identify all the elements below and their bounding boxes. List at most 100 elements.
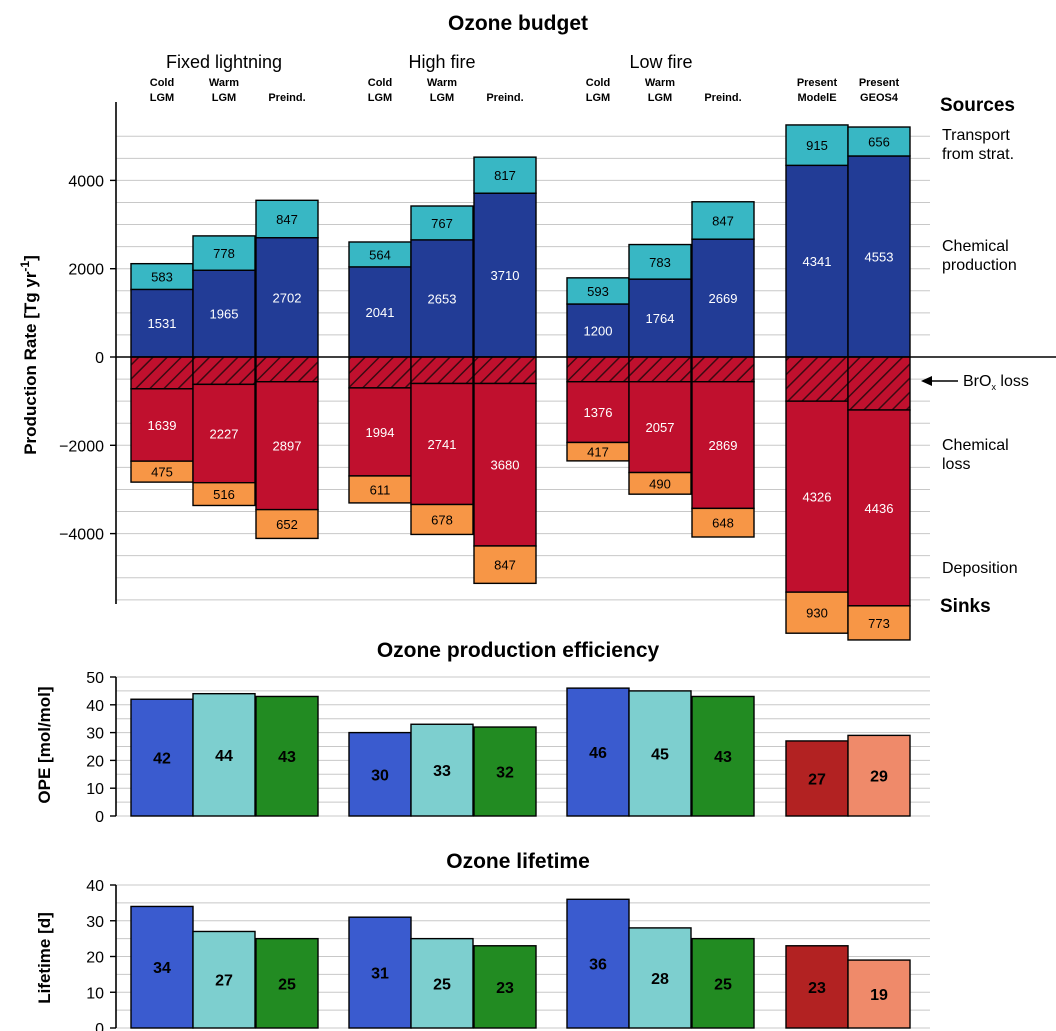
value-label-deposition: 930 — [806, 606, 828, 621]
value-label-chemical-loss: 2057 — [646, 420, 675, 435]
bar-deposition — [628, 471, 692, 495]
value-label-chemical-loss: 2741 — [428, 437, 457, 452]
category-label-top: Cold — [586, 77, 610, 89]
value-label-chemical-production: 1200 — [584, 324, 613, 339]
bar — [410, 723, 474, 817]
value-label: 34 — [153, 960, 171, 977]
value-label: 32 — [496, 765, 514, 782]
bar-transport — [691, 201, 755, 240]
bar — [255, 695, 319, 817]
y-tick-label: 4000 — [68, 173, 104, 190]
bro-loss-arrow — [921, 376, 958, 386]
value-label-transport: 847 — [712, 213, 734, 228]
transport-label-line2: from strat. — [942, 146, 1014, 163]
bar-brox-loss — [785, 356, 849, 402]
lifetime-y-axis-label: Lifetime [d] — [35, 912, 54, 1004]
sources-label: Sources — [940, 95, 1015, 116]
value-label-chemical-loss: 1639 — [148, 418, 177, 433]
category-label-bottom: LGM — [368, 92, 392, 104]
category-label-top: Present — [797, 77, 838, 89]
value-label: 43 — [278, 749, 296, 766]
bar — [348, 916, 412, 1029]
ope-bars: 42 44 43 30 33 32 46 45 43 27 29 — [130, 687, 911, 817]
bar — [847, 959, 911, 1029]
value-label-transport: 583 — [151, 270, 173, 285]
value-label-chemical-production: 4341 — [803, 254, 832, 269]
category-labels: Cold LGM Warm LGM Preind. Cold LGM Warm LGM Prein… — [150, 77, 900, 104]
value-label-chemical-production: 2041 — [366, 305, 395, 320]
chem-loss-label-line2: loss — [942, 456, 970, 473]
lifetime-bars: 34 27 25 31 25 23 36 28 25 23 19 — [130, 898, 911, 1029]
value-label-transport: 915 — [806, 138, 828, 153]
bar-brox-loss — [691, 356, 755, 383]
bar — [691, 695, 755, 817]
value-label-chemical-loss: 4326 — [803, 490, 832, 505]
value-label: 25 — [278, 976, 296, 993]
y-tick-label: 2000 — [68, 262, 104, 279]
bro-loss-label: BrOx loss — [963, 373, 1029, 392]
bar-deposition — [410, 503, 474, 536]
group-label-high-fire: High fire — [408, 52, 475, 72]
value-label-deposition: 678 — [431, 512, 453, 527]
bar-deposition — [192, 481, 256, 507]
bar — [566, 687, 630, 817]
category-label-top: Cold — [150, 77, 174, 89]
category-label-bottom: LGM — [150, 92, 174, 104]
chem-prod-label-line2: production — [942, 257, 1017, 274]
value-label-transport: 847 — [276, 212, 298, 227]
bar-brox-loss — [473, 356, 537, 385]
value-label: 27 — [808, 771, 826, 788]
value-label: 30 — [371, 767, 389, 784]
value-label-transport: 656 — [868, 135, 890, 150]
budget-y-ticks: 4000 2000 0 −2000 −4000 — [59, 173, 116, 544]
value-label-deposition: 490 — [649, 476, 671, 491]
value-label-chemical-production: 2653 — [428, 291, 457, 306]
value-label-deposition: 611 — [370, 482, 391, 497]
value-label-chemical-production: 2702 — [273, 290, 302, 305]
bar-transport — [473, 156, 537, 194]
bar-deposition — [691, 507, 755, 538]
bar-brox-loss — [130, 356, 194, 390]
value-label: 23 — [808, 980, 826, 997]
y-tick-label: 30 — [86, 914, 104, 931]
bar — [255, 937, 319, 1029]
bro-loss-label-subscript: x — [991, 382, 996, 392]
value-label-chemical-production: 1531 — [148, 316, 177, 331]
bar — [192, 692, 256, 817]
bar-chemical-production — [473, 192, 537, 358]
bar — [566, 898, 630, 1029]
value-label-chemical-production: 3710 — [491, 268, 520, 283]
bar-transport — [192, 235, 256, 271]
bar — [130, 905, 194, 1029]
transport-label-line1: Transport — [942, 127, 1010, 144]
bar-deposition — [255, 508, 319, 540]
value-label-transport: 817 — [494, 168, 516, 183]
value-label-chemical-production: 1965 — [210, 307, 239, 322]
bar — [628, 927, 692, 1029]
bar-brox-loss — [348, 356, 412, 389]
value-label-deposition: 652 — [276, 517, 298, 532]
bar — [348, 731, 412, 817]
bar — [473, 945, 537, 1029]
y-tick-label: 10 — [86, 985, 104, 1002]
value-label: 44 — [215, 748, 233, 765]
bar — [473, 726, 537, 817]
value-label-transport: 767 — [431, 216, 453, 231]
bar-chemical-loss — [192, 383, 256, 484]
value-label-deposition: 847 — [494, 558, 516, 573]
value-label-chemical-loss: 4436 — [865, 501, 894, 516]
category-label-bottom: LGM — [586, 92, 610, 104]
bar-transport — [628, 243, 692, 280]
value-label-deposition: 475 — [151, 465, 173, 480]
bar-transport — [410, 205, 474, 241]
category-label-top: Warm — [645, 77, 675, 89]
budget-title: Ozone budget — [448, 12, 588, 35]
y-tick-label: 50 — [86, 670, 104, 687]
bar-chemical-loss — [130, 388, 194, 462]
budget-bars: 583 1531 1639 475 778 1965 2227 516 847 2702 2897 6… — [116, 124, 1056, 641]
value-label-chemical-production: 1764 — [646, 311, 675, 326]
value-label-transport: 778 — [213, 246, 235, 261]
y-tick-label: 30 — [86, 726, 104, 743]
category-label-bottom: Preind. — [268, 92, 305, 104]
